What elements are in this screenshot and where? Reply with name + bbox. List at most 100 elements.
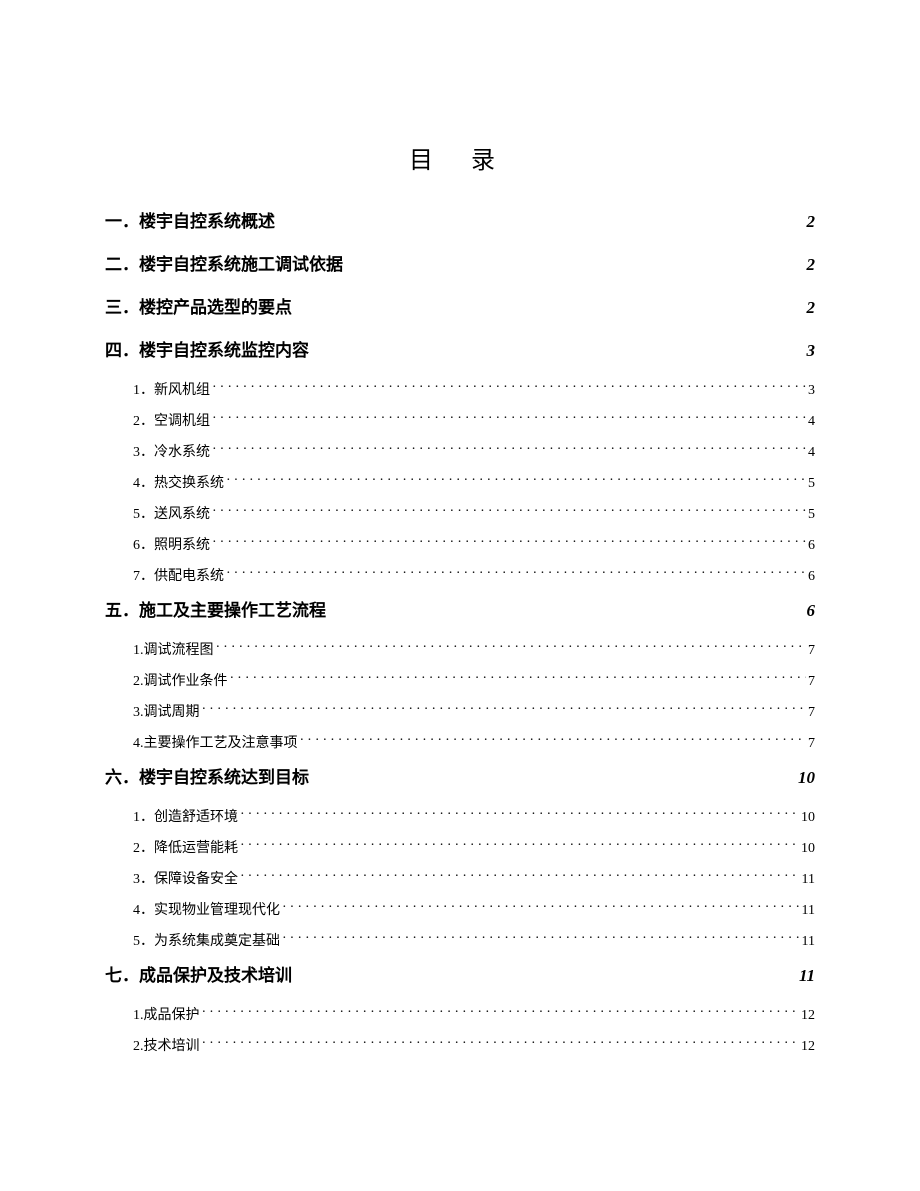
toc-level1-page: 11: [799, 966, 815, 986]
toc-level2-page: 3: [808, 383, 815, 399]
toc-level2-label: 6．照明系统: [133, 534, 210, 554]
toc-level2-page: 6: [808, 569, 815, 585]
toc-level1-title: 七．成品保护及技术培训: [105, 961, 292, 986]
toc-level1-title: 三．楼控产品选型的要点: [105, 293, 292, 318]
toc-leader-dots: [202, 1005, 800, 1019]
toc-level1-title: 二．楼宇自控系统施工调试依据: [105, 250, 343, 275]
toc-leader-dots: [240, 807, 799, 821]
toc-level2-page: 10: [801, 810, 815, 826]
toc-level2-entry: 2．空调机组 4: [133, 410, 815, 430]
toc-level2-page: 11: [802, 903, 815, 919]
toc-leader-dots: [226, 566, 806, 580]
toc-level2-page: 7: [808, 705, 815, 721]
toc-leader-dots: [202, 1036, 800, 1050]
toc-level1-page: 2: [807, 298, 816, 318]
toc-section: 七．成品保护及技术培训 11 1.成品保护12 2.技术培训 12: [105, 961, 815, 1055]
toc-level1-page: 10: [798, 768, 815, 788]
toc-section: 一．楼宇自控系统概述2: [105, 207, 815, 232]
toc-section: 二．楼宇自控系统施工调试依据 2: [105, 250, 815, 275]
toc-level2-label: 3．保障设备安全: [133, 868, 238, 888]
toc-level2-page: 5: [808, 507, 815, 523]
toc-level2-page: 10: [801, 841, 815, 857]
toc-sub-items: 1.成品保护12 2.技术培训 12: [105, 1004, 815, 1055]
toc-level2-entry: 4．热交换系统 5: [133, 472, 815, 492]
toc-container: 一．楼宇自控系统概述2 二．楼宇自控系统施工调试依据 2 三．楼控产品选型的要点 2 四．…: [105, 207, 815, 1055]
toc-level2-label: 2．降低运营能耗: [133, 837, 238, 857]
toc-section: 五．施工及主要操作工艺流程 6 1.调试流程图 7 2.调试作业条件 7 3.调试周期 7 4.…: [105, 596, 815, 752]
toc-level2-entry: 3．保障设备安全 11: [133, 868, 815, 888]
toc-level2-page: 4: [808, 414, 815, 430]
toc-level2-label: 1．新风机组: [133, 379, 210, 399]
toc-level1-title: 六．楼宇自控系统达到目标: [105, 763, 309, 788]
toc-level1-entry: 五．施工及主要操作工艺流程 6: [105, 596, 815, 621]
toc-level2-entry: 3.调试周期 7: [133, 701, 815, 721]
toc-level2-entry: 2.调试作业条件 7: [133, 670, 815, 690]
toc-level2-label: 5．为系统集成奠定基础: [133, 930, 280, 950]
toc-leader-dots: [202, 702, 807, 716]
toc-level2-page: 7: [808, 736, 815, 752]
toc-level2-entry: 3．冷水系统 4: [133, 441, 815, 461]
toc-level2-entry: 6．照明系统 6: [133, 534, 815, 554]
toc-level2-page: 6: [808, 538, 815, 554]
toc-level2-label: 1．创造舒适环境: [133, 806, 238, 826]
toc-level2-label: 2．空调机组: [133, 410, 210, 430]
toc-level2-page: 12: [801, 1039, 815, 1055]
toc-level1-page: 2: [807, 255, 816, 275]
toc-leader-dots: [212, 535, 806, 549]
toc-level1-title: 五．施工及主要操作工艺流程: [105, 596, 326, 621]
toc-sub-items: 1．新风机组 3 2．空调机组 4 3．冷水系统 4 4．热交换系统 5 5．送风系统 5 6．照明…: [105, 379, 815, 585]
toc-level2-page: 11: [802, 872, 815, 888]
toc-level2-label: 4．热交换系统: [133, 472, 224, 492]
toc-sub-items: 1．创造舒适环境102．降低运营能耗103．保障设备安全114．实现物业管理现代…: [105, 806, 815, 950]
toc-level1-entry: 二．楼宇自控系统施工调试依据 2: [105, 250, 815, 275]
toc-level1-page: 6: [807, 601, 816, 621]
toc-level2-entry: 4．实现物业管理现代化 11: [133, 899, 815, 919]
toc-section: 四．楼宇自控系统监控内容 3 1．新风机组 3 2．空调机组 4 3．冷水系统 4 4．热交换系…: [105, 336, 815, 585]
toc-level2-page: 4: [808, 445, 815, 461]
toc-section: 三．楼控产品选型的要点 2: [105, 293, 815, 318]
toc-level2-page: 5: [808, 476, 815, 492]
toc-level2-label: 1.调试流程图: [133, 639, 214, 659]
toc-level1-entry: 六．楼宇自控系统达到目标 10: [105, 763, 815, 788]
toc-level2-label: 5．送风系统: [133, 503, 210, 523]
toc-level1-entry: 七．成品保护及技术培训 11: [105, 961, 815, 986]
toc-level2-label: 4．实现物业管理现代化: [133, 899, 280, 919]
toc-leader-dots: [282, 900, 800, 914]
toc-level2-entry: 7．供配电系统 6: [133, 565, 815, 585]
toc-level2-label: 3．冷水系统: [133, 441, 210, 461]
toc-level2-entry: 2.技术培训 12: [133, 1035, 815, 1055]
toc-sub-items: 1.调试流程图 7 2.调试作业条件 7 3.调试周期 7 4.主要操作工艺及注意事项 7: [105, 639, 815, 752]
toc-level2-entry: 2．降低运营能耗 10: [133, 837, 815, 857]
toc-leader-dots: [212, 504, 806, 518]
toc-level2-label: 2.技术培训: [133, 1035, 200, 1055]
toc-leader-dots: [216, 640, 807, 654]
toc-level2-label: 2.调试作业条件: [133, 670, 228, 690]
toc-level2-page: 7: [808, 643, 815, 659]
toc-level2-label: 7．供配电系统: [133, 565, 224, 585]
toc-leader-dots: [240, 869, 800, 883]
toc-level2-page: 12: [801, 1008, 815, 1024]
toc-level2-label: 3.调试周期: [133, 701, 200, 721]
toc-leader-dots: [212, 442, 806, 456]
toc-level2-entry: 1．创造舒适环境 10: [133, 806, 815, 826]
toc-level2-entry: 1．新风机组 3: [133, 379, 815, 399]
toc-section: 六．楼宇自控系统达到目标 10 1．创造舒适环境 10 2．降低运营能耗 10 3．保障设备…: [105, 763, 815, 950]
toc-leader-dots: [300, 733, 807, 747]
toc-title: 目 录: [105, 140, 815, 175]
toc-leader-dots: [282, 931, 800, 945]
toc-level2-entry: 1.成品保护12: [133, 1004, 815, 1024]
toc-leader-dots: [240, 838, 799, 852]
toc-level2-label: 4.主要操作工艺及注意事项: [133, 732, 298, 752]
toc-leader-dots: [212, 411, 806, 425]
toc-leader-dots: [230, 671, 807, 685]
toc-level2-entry: 1.调试流程图 7: [133, 639, 815, 659]
toc-level1-entry: 一．楼宇自控系统概述2: [105, 207, 815, 232]
toc-level1-title: 四．楼宇自控系统监控内容: [105, 336, 309, 361]
toc-level2-page: 7: [808, 674, 815, 690]
toc-level2-entry: 5．送风系统 5: [133, 503, 815, 523]
toc-level1-entry: 四．楼宇自控系统监控内容 3: [105, 336, 815, 361]
toc-level1-title: 一．楼宇自控系统概述: [105, 207, 275, 232]
toc-level1-page: 3: [807, 341, 816, 361]
toc-leader-dots: [226, 473, 806, 487]
toc-level2-entry: 5．为系统集成奠定基础11: [133, 930, 815, 950]
